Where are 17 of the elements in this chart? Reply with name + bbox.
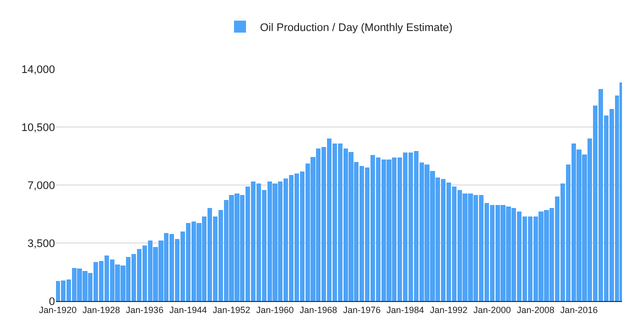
y-tick-label: 7,000 [27,180,55,192]
x-tick-label: Jan-1976 [343,304,381,315]
x-tick-label: Jan-1992 [430,304,468,315]
x-tick-label: Jan-1968 [300,304,338,315]
x-tick-label: Jan-2016 [560,304,598,315]
x-tick-label: Jan-2008 [516,304,554,315]
x-tick-label: Jan-1984 [386,304,424,315]
y-tick-label: 10,500 [21,122,55,134]
x-tick-label: Jan-1944 [169,304,207,315]
legend-label: Oil Production / Day (Monthly Estimate) [260,22,453,34]
x-tick-label: Jan-1952 [212,304,250,315]
x-tick-label: Jan-1928 [82,304,120,315]
x-tick-label: Jan-1936 [126,304,164,315]
y-tick-label: 3,500 [27,238,55,250]
y-tick-label: 14,000 [21,64,55,76]
x-tick-label: Jan-1960 [256,304,294,315]
x-tick-label: Jan-2000 [473,304,511,315]
